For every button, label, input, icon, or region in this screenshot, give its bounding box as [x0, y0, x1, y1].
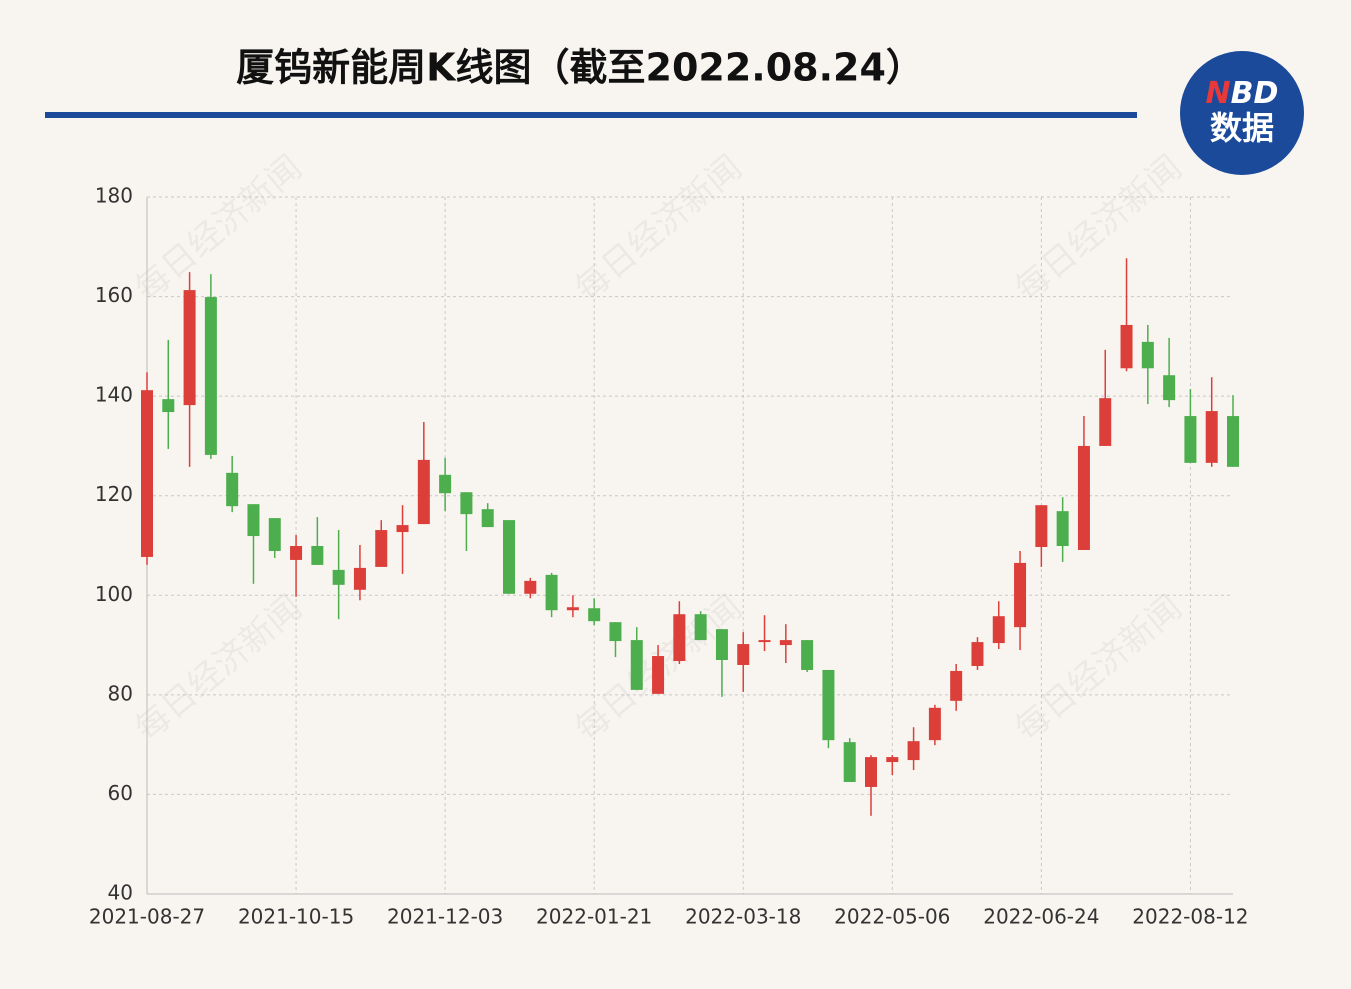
candle-body	[183, 290, 196, 406]
candle-body	[779, 640, 792, 646]
candle-body	[1141, 341, 1154, 369]
x-tick-label: 2021-12-03	[387, 905, 503, 929]
candle-body	[1120, 324, 1133, 369]
y-tick-label: 80	[108, 681, 133, 705]
y-tick-label: 180	[95, 184, 133, 208]
candle-body	[801, 640, 814, 670]
candle-body	[353, 567, 366, 590]
candle-body	[566, 607, 579, 611]
logo-bottom: 数据	[1210, 109, 1274, 147]
y-tick-label: 160	[95, 283, 133, 307]
candle-body	[268, 518, 281, 551]
candle-body	[992, 616, 1005, 644]
candle-body	[737, 644, 750, 665]
candle-body	[311, 545, 324, 565]
candle-body	[758, 640, 771, 643]
candle-body	[630, 640, 643, 690]
y-tick-label: 60	[108, 781, 133, 805]
x-tick-label: 2022-03-18	[685, 905, 801, 929]
candle-body	[460, 492, 473, 515]
candle-body	[1184, 416, 1197, 463]
candle-body	[1014, 562, 1027, 628]
candle-body	[1163, 375, 1176, 401]
candle-body	[652, 656, 665, 694]
candle-body	[524, 580, 537, 594]
candle-body	[503, 520, 515, 594]
candle-body	[694, 614, 707, 641]
candle-body	[673, 614, 686, 662]
x-tick-label: 2022-01-21	[536, 905, 652, 929]
candle-body	[843, 742, 856, 782]
candle-body	[226, 472, 239, 507]
y-tick-label: 100	[95, 582, 133, 606]
candle-body	[141, 390, 153, 557]
y-tick-label: 40	[108, 881, 133, 905]
logo	[1180, 51, 1304, 175]
candle-body	[1056, 511, 1069, 546]
candle-body	[162, 399, 175, 413]
candle-body	[971, 642, 984, 666]
x-tick-label: 2021-08-27	[89, 905, 205, 929]
x-tick-label: 2022-08-12	[1132, 905, 1248, 929]
candle-body	[332, 569, 345, 585]
candle-body	[396, 525, 409, 533]
title-rule	[45, 112, 1137, 118]
candle-body	[1099, 398, 1112, 446]
candle-body	[1035, 505, 1048, 547]
candle-body	[950, 670, 963, 701]
x-tick-label: 2022-05-06	[834, 905, 950, 929]
candle-body	[481, 509, 494, 528]
candle-body	[545, 574, 558, 611]
candle-body	[822, 669, 835, 741]
candle-body	[715, 629, 728, 661]
x-tick-label: 2021-10-15	[238, 905, 354, 929]
chart-title: 厦钨新能周K线图（截至2022.08.24）	[236, 46, 924, 90]
logo-top: NBD	[1206, 76, 1279, 111]
candle-body	[439, 474, 452, 494]
y-tick-label: 140	[95, 383, 133, 407]
candle-body	[1227, 416, 1239, 467]
x-tick-label: 2022-06-24	[983, 905, 1099, 929]
candle-body	[588, 608, 601, 622]
candle-body	[290, 545, 303, 560]
candle-body	[375, 530, 388, 567]
candle-body	[886, 757, 899, 763]
candle-body	[1205, 411, 1218, 463]
candle-body	[1077, 445, 1090, 550]
candle-body	[609, 622, 622, 642]
candle-body	[204, 297, 217, 455]
candle-body	[417, 459, 430, 525]
candle-body	[865, 757, 877, 787]
y-tick-label: 120	[95, 482, 133, 506]
candle-body	[247, 504, 260, 537]
candle-body	[928, 707, 941, 741]
candle-body	[907, 741, 920, 761]
